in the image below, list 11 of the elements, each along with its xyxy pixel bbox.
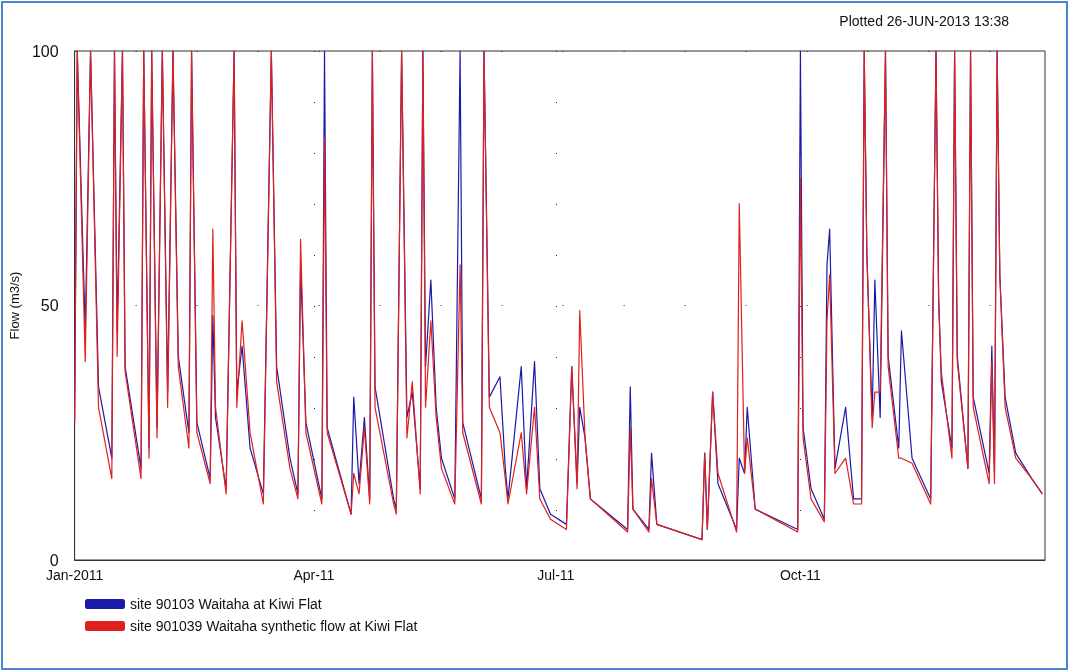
y-tick-label: 100 [31,42,59,60]
x-tick-label: Apr-11 [293,567,335,583]
y-tick-label: 50 [40,297,59,314]
x-tick-label: Oct-11 [779,567,822,583]
x-tick-label: Jul-11 [537,567,575,583]
legend-label: site 90103 Waitaha at Kiwi Flat [130,596,322,612]
text: Plotted 26-JUN-2013 13:38 [839,13,1010,29]
y-axis-title: Flow (m3/s) [7,271,22,340]
x-tick-label: Jan-2011 [45,567,104,583]
y-tick-label: 0 [49,551,59,569]
legend-label: site 901039 Waitaha synthetic flow at Kiwi Flat [130,618,418,634]
